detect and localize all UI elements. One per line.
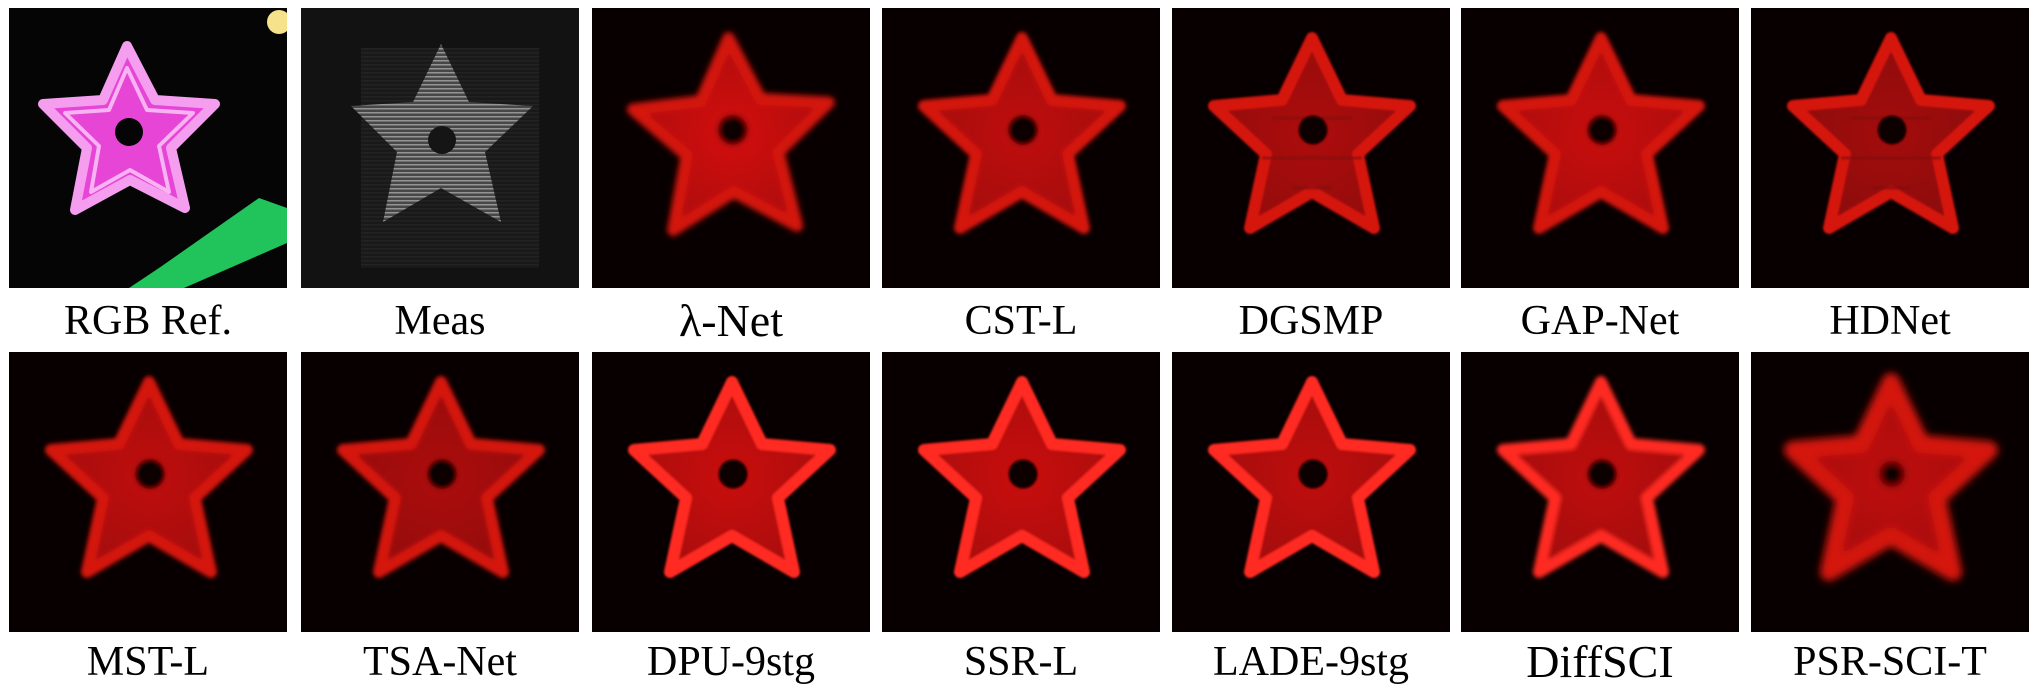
panel-meas	[301, 8, 579, 288]
measurement-image	[301, 8, 579, 288]
panel-ssr-l	[882, 352, 1160, 632]
panel-hdnet	[1751, 8, 2029, 288]
label-meas: Meas	[394, 298, 486, 344]
label-lade-9stg: LADE-9stg	[1213, 639, 1409, 685]
rgb-reference-image	[9, 8, 287, 288]
panel-rgb-ref	[9, 8, 287, 288]
panel-tsa-net	[301, 352, 579, 632]
label-dpu-9stg: DPU-9stg	[646, 639, 816, 685]
panel-lambda-net	[592, 8, 870, 288]
label-cst-l: CST-L	[964, 298, 1078, 344]
psr-sci-t-reconstruction-image	[1751, 352, 2029, 632]
hdnet-reconstruction-image	[1751, 8, 2029, 288]
panel-gap-net	[1461, 8, 1739, 288]
label-gap-net: GAP-Net	[1520, 298, 1680, 344]
cst-l-reconstruction-image	[882, 8, 1160, 288]
panel-mst-l	[9, 352, 287, 632]
label-mst-l: MST-L	[86, 639, 210, 685]
label-tsa-net: TSA-Net	[363, 639, 517, 685]
label-psr-sci-t: PSR-SCI-T	[1793, 639, 1987, 685]
panel-dgsmp	[1172, 8, 1450, 288]
panel-dpu-9stg	[592, 352, 870, 632]
lade-9stg-reconstruction-image	[1172, 352, 1450, 632]
ssr-l-reconstruction-image	[882, 352, 1160, 632]
label-dgsmp: DGSMP	[1238, 298, 1384, 344]
diffsci-reconstruction-image	[1461, 352, 1739, 632]
panel-diffsci	[1461, 352, 1739, 632]
gap-net-reconstruction-image	[1461, 8, 1739, 288]
dpu-9stg-reconstruction-image	[592, 352, 870, 632]
panel-lade-9stg	[1172, 352, 1450, 632]
label-rgb-ref: RGB Ref.	[64, 298, 232, 344]
label-lambda-net: λ-Net	[678, 295, 784, 346]
tsa-net-reconstruction-image	[301, 352, 579, 632]
label-ssr-l: SSR-L	[963, 639, 1079, 685]
mst-l-reconstruction-image	[9, 352, 287, 632]
lambda-net-reconstruction-image	[592, 8, 870, 288]
label-hdnet: HDNet	[1829, 298, 1951, 344]
label-diffsci: DiffSCI	[1526, 636, 1674, 687]
dgsmp-reconstruction-image	[1172, 8, 1450, 288]
panel-psr-sci-t	[1751, 352, 2029, 632]
panel-cst-l	[882, 8, 1160, 288]
